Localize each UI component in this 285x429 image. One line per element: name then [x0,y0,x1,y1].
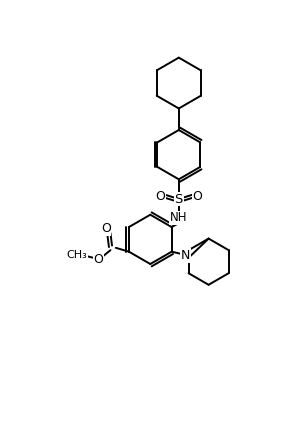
Text: N: N [181,249,190,262]
Text: NH: NH [170,211,188,224]
Text: O: O [101,222,111,235]
Text: O: O [93,253,103,266]
Text: CH₃: CH₃ [66,250,87,260]
Text: O: O [192,190,202,203]
Text: S: S [175,193,183,206]
Text: O: O [155,190,165,203]
